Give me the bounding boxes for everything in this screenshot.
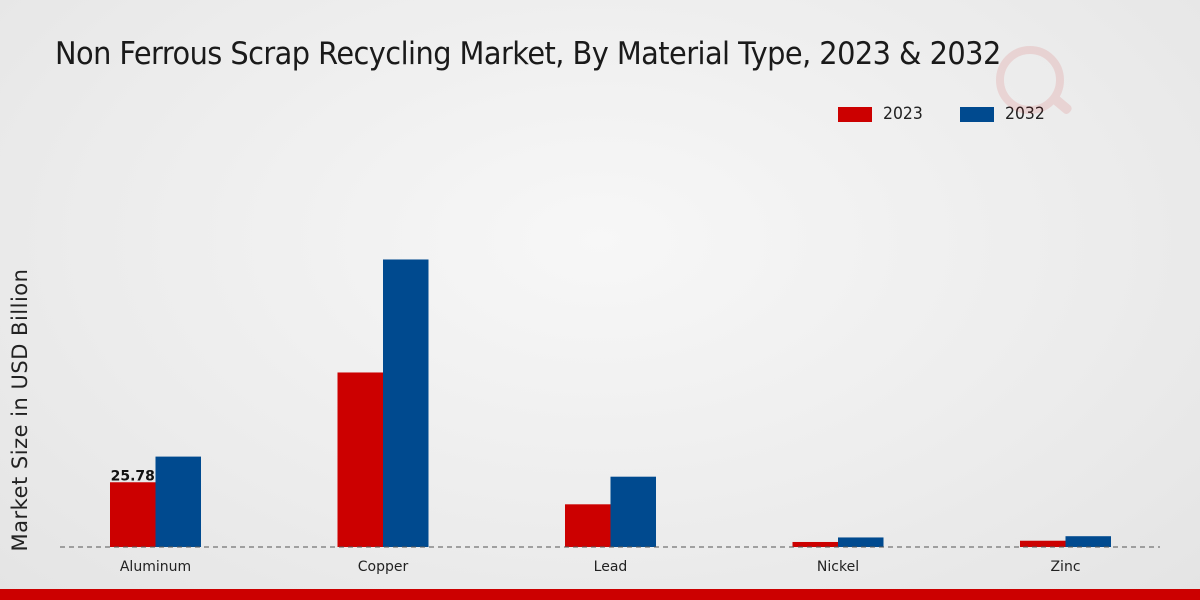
- bar-lead-2023[interactable]: [565, 504, 611, 547]
- legend-label-2032: 2032: [1005, 104, 1046, 124]
- x-tick-labels: Aluminum Copper Lead Nickel Zinc: [120, 559, 1081, 575]
- bar-zinc-2032[interactable]: [1065, 536, 1112, 547]
- bar-aluminum-2032[interactable]: [155, 456, 202, 547]
- x-tick-label-lead: Lead: [594, 559, 628, 575]
- x-tick-label-zinc: Zinc: [1050, 559, 1080, 575]
- bar-lead-2032[interactable]: [610, 476, 657, 547]
- legend-label-2023: 2023: [883, 104, 923, 124]
- legend-swatch-2023: [838, 106, 872, 122]
- legend-item-2032[interactable]: 2032: [960, 104, 1048, 124]
- legend-item-2023[interactable]: 2023: [838, 104, 926, 124]
- legend: 2023 2032: [838, 104, 1083, 124]
- bar-aluminum-2023[interactable]: [110, 482, 156, 547]
- bar-copper-2032[interactable]: [383, 259, 429, 547]
- bars-group: [110, 259, 1111, 547]
- chart-title: Non Ferrous Scrap Recycling Market, By M…: [55, 36, 1001, 72]
- bottom-accent-bar: [0, 589, 1200, 600]
- data-label-aluminum-2023: 25.78: [111, 468, 155, 484]
- x-tick-label-nickel: Nickel: [817, 559, 859, 575]
- bar-nickel-2023[interactable]: [792, 541, 839, 547]
- bar-zinc-2023[interactable]: [1020, 540, 1066, 547]
- x-tick-label-copper: Copper: [358, 559, 409, 575]
- legend-swatch-2032: [960, 106, 995, 122]
- bar-nickel-2032[interactable]: [838, 537, 884, 547]
- x-tick-label-aluminum: Aluminum: [120, 559, 191, 575]
- bar-copper-2023[interactable]: [337, 372, 384, 547]
- data-labels: 25.78: [111, 468, 155, 484]
- watermark-logo-icon: [996, 46, 1072, 114]
